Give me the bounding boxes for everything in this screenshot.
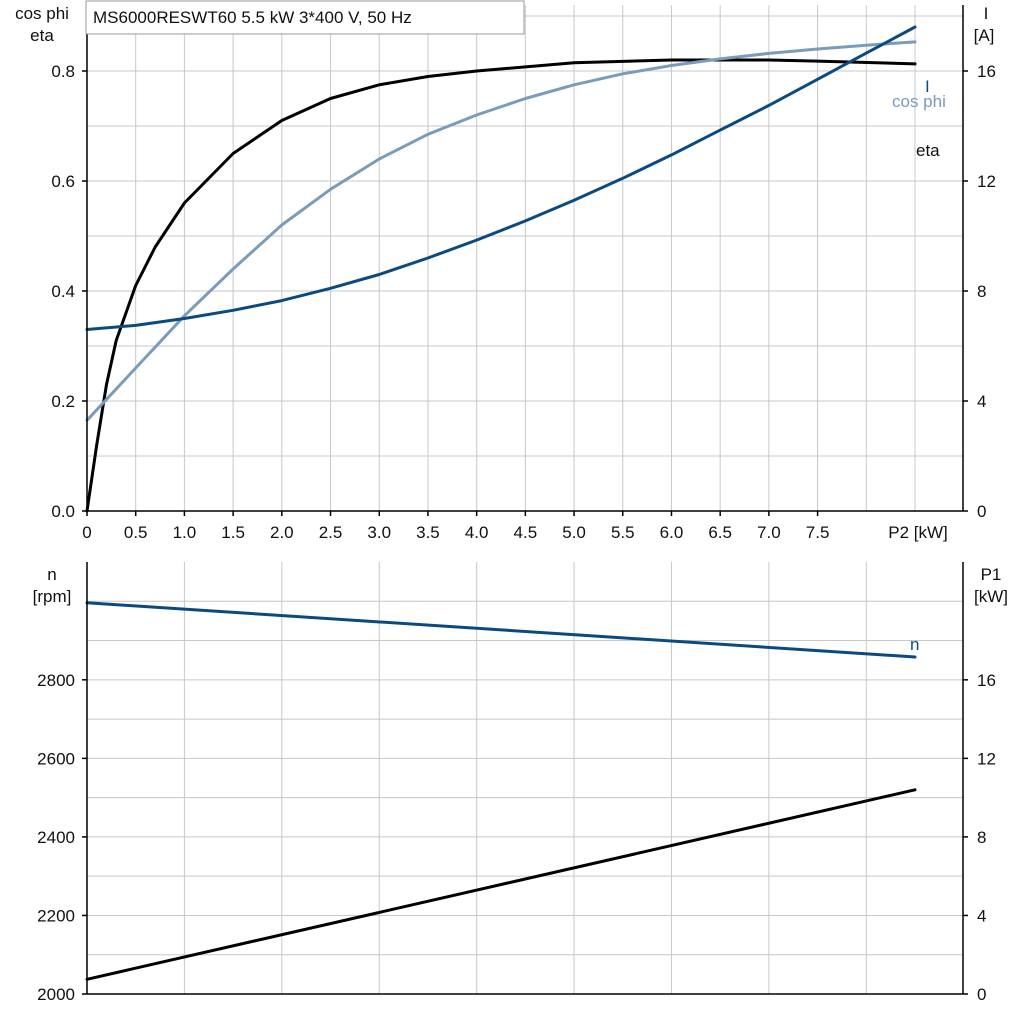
- bottom-panel-curves: [85, 601, 917, 981]
- right-tick-label: 12: [977, 749, 996, 768]
- right-tick-label: 8: [977, 282, 986, 301]
- x-tick-label: 5.0: [562, 523, 586, 542]
- top-panel-curves: [85, 25, 917, 513]
- right-tick-label: 0: [977, 985, 986, 1004]
- left-tick-label: 0.2: [51, 392, 75, 411]
- left-tick-label: 2400: [37, 828, 75, 847]
- left-axis-label-cosphi: cos phi: [15, 4, 69, 23]
- right-axis-label-unit-A: [A]: [974, 26, 995, 45]
- left-axis-label-n: n: [47, 565, 56, 584]
- x-tick-label: 7.5: [806, 523, 830, 542]
- x-tick-label: 4.0: [465, 523, 489, 542]
- left-axis-label-unit-rpm: [rpm]: [33, 587, 72, 606]
- left-tick-label: 0.8: [51, 62, 75, 81]
- left-tick-label: 2000: [37, 985, 75, 1004]
- x-tick-label: 0: [82, 523, 91, 542]
- right-tick-label: 16: [977, 671, 996, 690]
- bottom-panel-grid: [87, 562, 963, 994]
- right-tick-label: 16: [977, 62, 996, 81]
- series-line-I: [85, 25, 917, 331]
- x-tick-label: 1.0: [173, 523, 197, 542]
- right-tick-label: 0: [977, 502, 986, 521]
- right-tick-label: 8: [977, 828, 986, 847]
- top-panel-tick-labels: 0.0 0.2 0.4 0.6 0.8 0 4 8 12 16 0 0.5 1.0 1.5 2.0 2.5 3.…: [51, 62, 996, 542]
- x-tick-label: 0.5: [124, 523, 148, 542]
- right-tick-label: 4: [977, 392, 986, 411]
- title-box: [85, 0, 525, 35]
- right-tick-label: 12: [977, 172, 996, 191]
- x-axis-label-p2: P2 [kW]: [888, 523, 948, 542]
- left-tick-label: 0.4: [51, 282, 75, 301]
- x-tick-label: 2.5: [319, 523, 343, 542]
- series-label-I: I: [925, 77, 930, 96]
- series-line-eta: [85, 58, 917, 513]
- x-tick-label: 5.5: [611, 523, 635, 542]
- top-panel-axes: [82, 5, 968, 516]
- left-tick-label: 2200: [37, 906, 75, 925]
- series-label-n: n: [910, 635, 919, 654]
- series-label-cosphi: cos phi: [892, 92, 946, 111]
- right-tick-label: 4: [977, 906, 986, 925]
- x-tick-label: 3.5: [416, 523, 440, 542]
- x-tick-label: 6.5: [708, 523, 732, 542]
- right-axis-label-P1: P1: [981, 565, 1002, 584]
- left-tick-label: 0.6: [51, 172, 75, 191]
- x-tick-label: 7.0: [757, 523, 781, 542]
- series-line-cos-phi: [85, 40, 917, 422]
- series-line-n: [85, 601, 917, 659]
- left-tick-label: 0.0: [51, 502, 75, 521]
- x-tick-label: 4.5: [514, 523, 538, 542]
- left-axis-label-eta: eta: [30, 26, 54, 45]
- right-axis-label-I: I: [984, 4, 989, 23]
- x-tick-label: 3.0: [367, 523, 391, 542]
- chart-title: MS6000RESWT60 5.5 kW 3*400 V, 50 Hz: [93, 8, 412, 27]
- bottom-panel-tick-labels: 2000 2200 2400 2600 2800 0 4 8 12 16: [37, 671, 996, 1004]
- x-tick-label: 6.0: [660, 523, 684, 542]
- x-tick-label: 2.0: [270, 523, 294, 542]
- left-tick-label: 2800: [37, 671, 75, 690]
- top-panel-grid: [87, 5, 963, 511]
- series-line-p1: [85, 788, 917, 981]
- right-axis-label-unit-kW: [kW]: [974, 587, 1008, 606]
- left-tick-label: 2600: [37, 749, 75, 768]
- bottom-panel-axes: [82, 562, 968, 995]
- x-tick-label: 1.5: [221, 523, 245, 542]
- series-label-eta: eta: [916, 141, 940, 160]
